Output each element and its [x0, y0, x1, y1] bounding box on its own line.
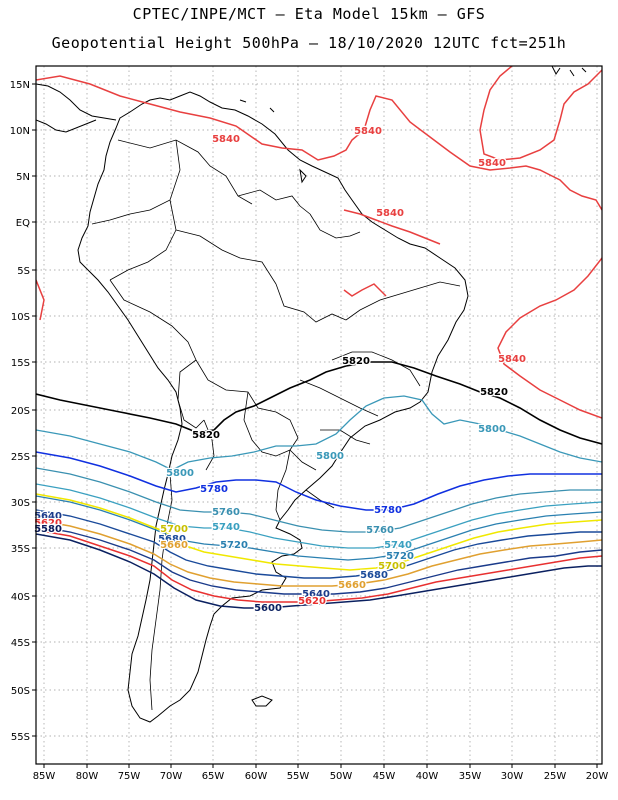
- lon-tick-label: 40W: [416, 771, 439, 782]
- contour-label-5780: 5780: [374, 505, 402, 516]
- contour-5840-west: [36, 279, 45, 321]
- contour-label-5840: 5840: [478, 158, 506, 169]
- contour-label-5680: 5680: [158, 534, 186, 545]
- contour-label-5840: 5840: [354, 126, 382, 137]
- lat-tick-label: 15N: [10, 80, 30, 91]
- contour-5760: [36, 467, 602, 533]
- lon-tick-label: 55W: [287, 771, 310, 782]
- title-line-1: CPTEC/INPE/MCT – Eta Model 15km – GFS: [132, 5, 486, 23]
- lon-tick-label: 50W: [330, 771, 353, 782]
- contour-label-5740: 5740: [212, 522, 240, 533]
- contour-label-5720: 5720: [220, 540, 248, 551]
- lat-tick-label: 5S: [17, 266, 30, 277]
- contour-5820: [36, 361, 602, 445]
- lat-tick-label: EQ: [16, 218, 30, 229]
- lon-tick-label: 65W: [202, 771, 225, 782]
- map-frame: [35, 65, 603, 765]
- lon-tick-label: 30W: [501, 771, 524, 782]
- lon-tick-label: 45W: [373, 771, 396, 782]
- lat-tick-label: 10S: [11, 312, 30, 323]
- contour-label-5800: 5800: [316, 451, 344, 462]
- lon-tick-label: 70W: [160, 771, 183, 782]
- contour-label-5820: 5820: [480, 387, 508, 398]
- lat-tick-label: 45S: [11, 638, 30, 649]
- lat-tick-label: 10N: [10, 126, 30, 137]
- contour-label-5660: 5660: [338, 580, 366, 591]
- contour-label-5620: 5620: [298, 596, 326, 607]
- south-america-coastline: [77, 91, 469, 723]
- contour-label-5640: 5640: [34, 511, 62, 522]
- contour-5840-east: [479, 66, 602, 161]
- lon-tick-label: 80W: [76, 771, 99, 782]
- contour-label-5840: 5840: [212, 134, 240, 145]
- contour-5840-north: [36, 75, 602, 211]
- lon-tick-label: 60W: [245, 771, 268, 782]
- axis-ticks: 15N 10N 5N EQ 5S 10S 15S 20S 25S 30S 35S 40S 45S 50S 5…: [10, 80, 609, 782]
- contour-label-5780: 5780: [200, 484, 228, 495]
- height-contours: [36, 66, 602, 609]
- title-line-2: Geopotential Height 500hPa – 18/10/2020 …: [51, 34, 567, 52]
- contour-5680: [36, 509, 602, 579]
- lat-tick-label: 25S: [11, 452, 30, 463]
- contour-label-5800: 5800: [166, 468, 194, 479]
- contour-5700: [36, 493, 602, 571]
- falkland-islands: [251, 695, 273, 707]
- contour-5800: [36, 395, 602, 471]
- lat-tick-label: 40S: [11, 592, 30, 603]
- lat-tick-label: 35S: [11, 544, 30, 555]
- contour-labels: 5840 5840 5840 5840 5840 5820 5820 5820 5800 5800…: [33, 125, 527, 616]
- lat-tick-label: 55S: [11, 732, 30, 743]
- contour-label-5840: 5840: [376, 208, 404, 219]
- lon-tick-label: 35W: [459, 771, 482, 782]
- contour-5740: [36, 483, 602, 549]
- contour-5600: [36, 533, 602, 609]
- lat-lon-grid: [36, 66, 602, 764]
- lat-tick-label: 5N: [16, 172, 30, 183]
- contour-label-5760: 5760: [212, 507, 240, 518]
- contour-label-5840: 5840: [498, 354, 526, 365]
- contour-label-5660: 5660: [160, 540, 188, 551]
- lat-tick-label: 20S: [11, 406, 30, 417]
- contour-label-5720: 5720: [386, 551, 414, 562]
- contour-5720: [36, 495, 602, 561]
- contour-label-5800: 5800: [478, 424, 506, 435]
- contour-5660: [36, 519, 602, 587]
- contour-label-5620: 5620: [34, 518, 62, 529]
- contour-label-5700: 5700: [378, 561, 406, 572]
- contour-label-5760: 5760: [366, 525, 394, 536]
- contour-label-5820: 5820: [342, 356, 370, 367]
- lon-tick-label: 75W: [118, 771, 141, 782]
- contour-5620: [36, 529, 602, 603]
- contour-label-5640: 5640: [302, 589, 330, 600]
- coastlines: [36, 66, 587, 723]
- caribbean-islands: [239, 66, 587, 184]
- contour-label-5700: 5700: [160, 524, 188, 535]
- lon-tick-label: 85W: [33, 771, 56, 782]
- contour-5780: [36, 451, 602, 511]
- lat-tick-label: 15S: [11, 358, 30, 369]
- contour-label-5600: 5600: [254, 603, 282, 614]
- contour-label-5600: 5600: [34, 524, 62, 535]
- contour-label-5680: 5680: [360, 570, 388, 581]
- contour-label-5740: 5740: [384, 540, 412, 551]
- contour-5840-mid: [343, 209, 441, 297]
- lon-tick-label: 20W: [586, 771, 609, 782]
- contour-label-5820: 5820: [192, 430, 220, 441]
- contour-5840-south: [497, 257, 602, 419]
- contour-label-5580: 5580: [34, 524, 62, 535]
- lat-tick-label: 30S: [11, 498, 30, 509]
- lon-tick-label: 25W: [544, 771, 567, 782]
- country-borders: [91, 139, 461, 711]
- contour-5640: [36, 525, 602, 595]
- lat-tick-label: 50S: [11, 686, 30, 697]
- central-america-coastline: [36, 83, 117, 133]
